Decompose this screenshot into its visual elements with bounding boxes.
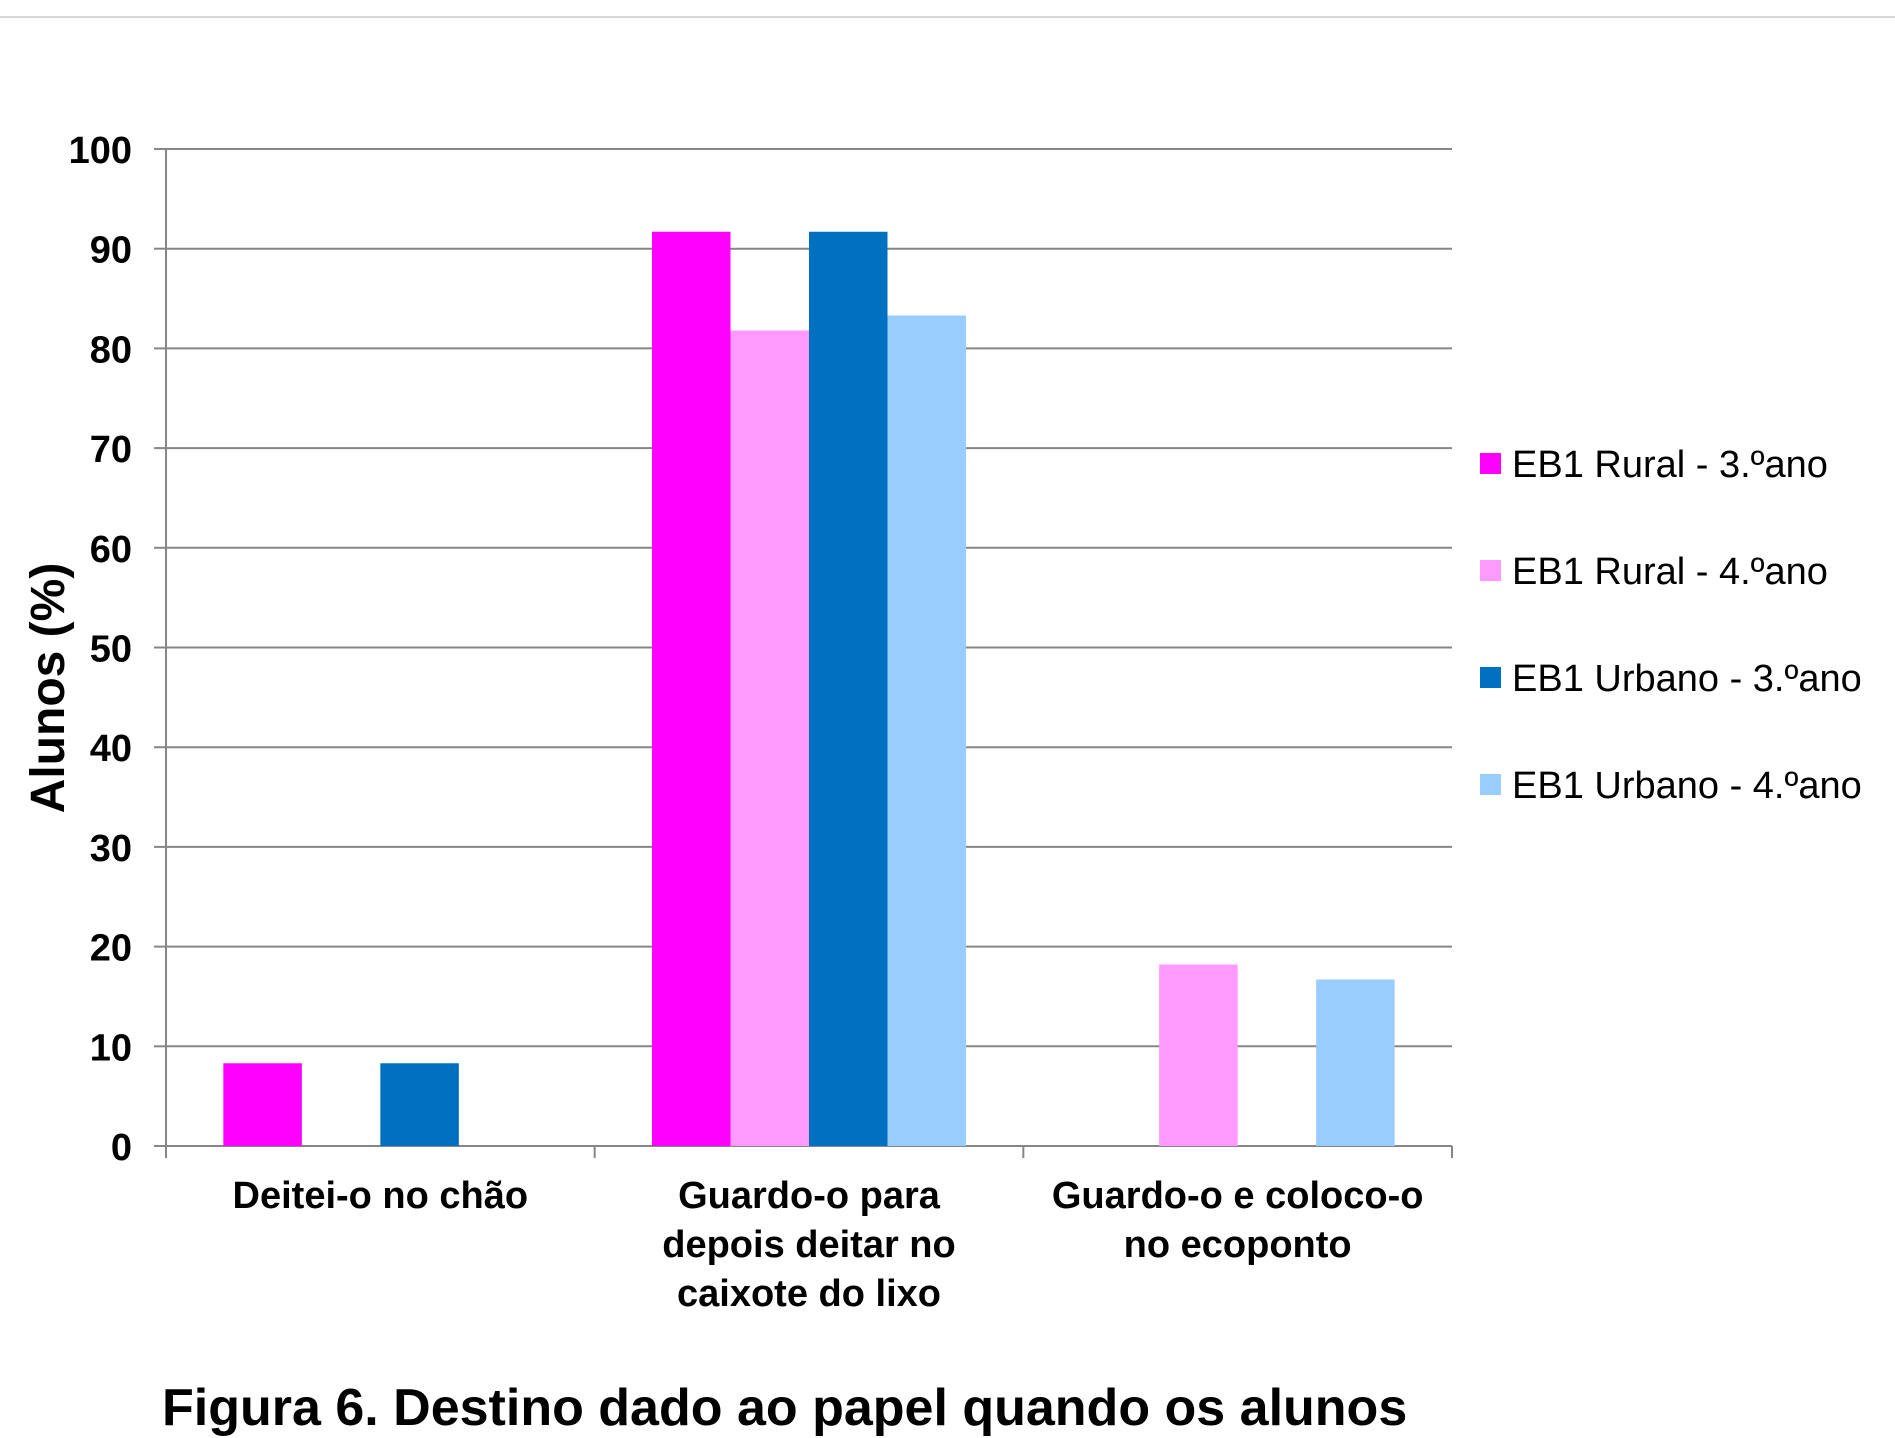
bar: [380, 1063, 459, 1146]
bar: [730, 330, 809, 1147]
figure-caption: Figura 6. Destino dado ao papel quando o…: [162, 1379, 1408, 1437]
x-tick-label: Deitei-o no chão: [233, 1175, 529, 1217]
y-tick-label: 60: [90, 529, 132, 571]
bar: [223, 1063, 302, 1146]
y-tick-label: 30: [90, 828, 132, 870]
y-tick-label: 100: [69, 130, 132, 172]
y-tick-label: 0: [111, 1127, 132, 1169]
legend-swatch: [1480, 453, 1501, 474]
y-tick-label: 40: [90, 728, 132, 770]
bar: [887, 315, 966, 1146]
legend-swatch: [1480, 560, 1501, 581]
legend-label: EB1 Urbano - 3.ºano: [1512, 658, 1862, 700]
y-axis-label: Alunos (%): [22, 563, 75, 814]
y-tick-label: 80: [90, 329, 132, 371]
y-tick-label: 90: [90, 230, 132, 272]
bars: [223, 231, 1395, 1147]
y-tick-label: 20: [90, 928, 132, 970]
y-tick-label: 10: [90, 1027, 132, 1069]
legend-swatch: [1480, 774, 1501, 795]
x-tick-label: Guardo-o para depois deitar no caixote do …: [662, 1175, 955, 1315]
legend-swatch: [1480, 667, 1501, 688]
y-axis: 0 10 20 30 40 50 60 70 80 90 100: [69, 130, 167, 1169]
legend-label: EB1 Rural - 3.ºano: [1512, 444, 1828, 486]
bar: [1316, 979, 1395, 1146]
bar: [809, 231, 888, 1147]
bar: [1159, 964, 1238, 1146]
bar: [652, 231, 731, 1147]
legend: EB1 Rural - 3.ºano EB1 Rural - 4.ºano EB1 …: [1480, 444, 1862, 807]
legend-label: EB1 Rural - 4.ºano: [1512, 551, 1828, 593]
x-axis: Deitei-o no chão Guardo-o para depois deit…: [165, 1145, 1453, 1315]
legend-label: EB1 Urbano - 4.ºano: [1512, 765, 1862, 807]
top-divider: [0, 16, 1895, 18]
y-tick-label: 70: [90, 429, 132, 471]
y-tick-label: 50: [90, 629, 132, 671]
x-tick-label: Guardo-o e coloco-o no ecoponto: [1052, 1175, 1424, 1266]
